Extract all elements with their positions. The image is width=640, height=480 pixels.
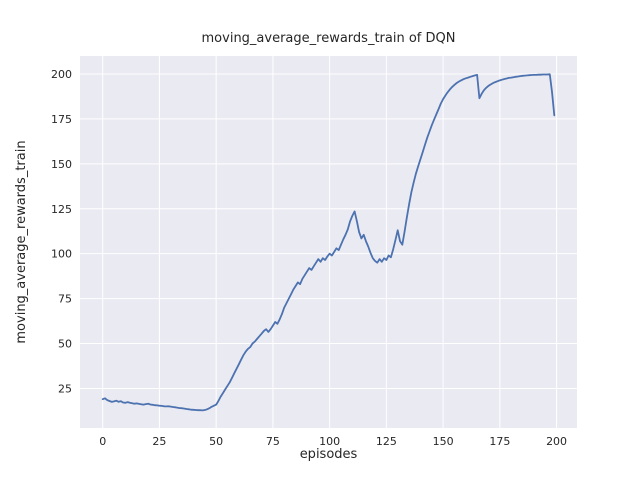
- x-tick-label: 50: [209, 435, 223, 448]
- axes-background: [80, 56, 577, 428]
- y-tick-label: 125: [51, 203, 72, 216]
- y-tick-label: 200: [51, 68, 72, 81]
- x-axis-label: episodes: [299, 447, 358, 462]
- x-tick-label: 200: [546, 435, 567, 448]
- series-line: [101, 73, 556, 412]
- x-tick-label: 0: [99, 435, 106, 448]
- y-tick-label: 175: [51, 113, 72, 126]
- y-tick-label: 150: [51, 158, 72, 171]
- y-tick-label: 75: [58, 293, 72, 306]
- x-tick-label: 175: [489, 435, 510, 448]
- x-tick-label: 100: [319, 435, 340, 448]
- x-tick-label: 125: [376, 435, 397, 448]
- y-tick-label: 100: [51, 248, 72, 261]
- x-tick-label: 25: [152, 435, 166, 448]
- x-tick-label: 150: [433, 435, 454, 448]
- y-tick-label: 25: [58, 382, 72, 395]
- y-tick-label: 50: [58, 338, 72, 351]
- chart-title: moving_average_rewards_train of DQN: [201, 31, 456, 46]
- x-tick-label: 75: [266, 435, 280, 448]
